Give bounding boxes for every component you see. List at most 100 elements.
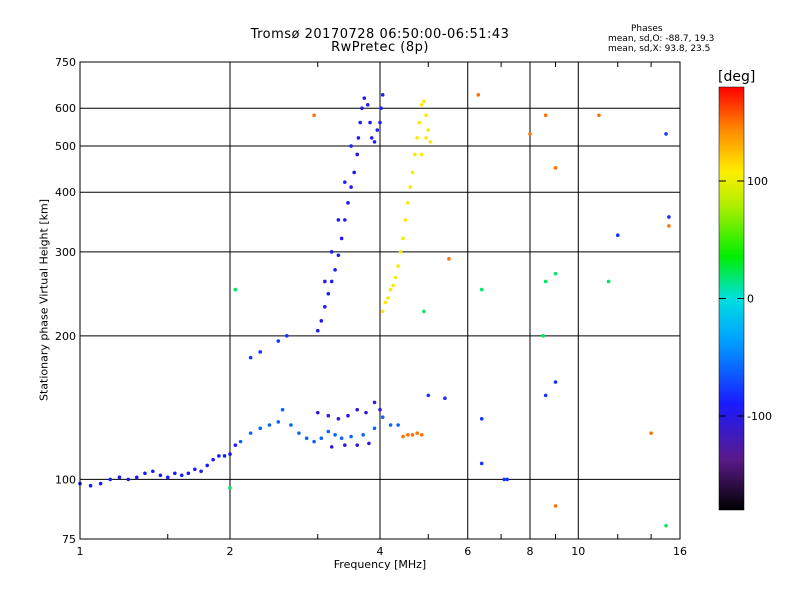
data-point (502, 477, 506, 482)
chart-subtitle: RwPretec (8p) (331, 40, 429, 55)
x-tick-label: 6 (464, 545, 471, 558)
axis-ticks: 1 2 4 6 8 10 16 75 100 200 300 400 500 600 750 (55, 56, 687, 558)
data-point (386, 296, 390, 300)
data-point (398, 250, 403, 254)
data-point (323, 305, 327, 309)
data-point (597, 113, 601, 118)
data-point (367, 441, 371, 446)
data-point (289, 423, 293, 427)
data-point (336, 253, 341, 258)
data-point (424, 136, 428, 140)
data-point (352, 170, 356, 175)
data-point (228, 452, 232, 456)
y-tick-label: 600 (55, 102, 76, 115)
data-point (319, 319, 324, 323)
data-point (479, 461, 484, 466)
x-tick-label: 1 (77, 545, 84, 558)
data-point (615, 233, 620, 238)
data-point (315, 328, 320, 333)
data-point (158, 473, 163, 478)
grid-lines (80, 62, 680, 539)
data-point (408, 185, 413, 189)
data-point (426, 393, 431, 398)
data-point (117, 475, 122, 480)
data-point (372, 400, 377, 405)
data-point (312, 113, 316, 118)
data-point (476, 93, 481, 97)
data-points (78, 93, 671, 528)
data-point (426, 128, 431, 132)
data-point (649, 431, 653, 435)
data-point (396, 264, 400, 268)
data-point (329, 250, 334, 254)
data-point (134, 475, 139, 480)
data-point (422, 309, 426, 314)
colorbar-tick-label: 100 (747, 175, 768, 188)
data-point (205, 463, 209, 468)
data-point (358, 120, 362, 125)
data-point (664, 132, 668, 136)
data-point (222, 454, 227, 458)
data-point (336, 416, 341, 421)
x-axis-label: Frequency [MHz] (333, 558, 427, 571)
y-tick-label: 200 (55, 330, 76, 343)
data-point (419, 152, 424, 157)
data-point (428, 140, 433, 144)
data-point (388, 287, 393, 292)
data-point (417, 120, 422, 125)
chart-title: Tromsø 20170728 06:50:00-06:51:43 (250, 27, 510, 42)
data-point (396, 423, 400, 427)
data-point (368, 120, 372, 125)
phase-box-title: Phases (631, 24, 663, 34)
data-point (339, 236, 344, 241)
data-point (108, 477, 113, 482)
data-point (415, 431, 419, 435)
data-point (541, 334, 545, 338)
data-point (369, 136, 374, 140)
data-point (336, 218, 341, 222)
data-point (419, 103, 424, 107)
x-tick-label: 10 (571, 545, 585, 558)
data-point (304, 436, 309, 441)
y-tick-label: 300 (55, 246, 76, 259)
data-point (372, 426, 377, 431)
data-point (276, 339, 281, 343)
data-point (406, 433, 410, 437)
data-point (349, 434, 353, 439)
data-point (217, 454, 221, 458)
data-point (346, 413, 350, 418)
data-point (228, 486, 232, 490)
data-point (346, 201, 350, 205)
y-tick-label: 75 (62, 533, 76, 546)
data-point (388, 423, 393, 427)
data-point (401, 236, 405, 241)
colorbar-tick-label: 0 (747, 293, 754, 306)
data-point (664, 523, 668, 528)
data-point (606, 279, 611, 284)
data-point (233, 287, 238, 292)
data-point (419, 433, 424, 437)
x-tick-label: 4 (377, 545, 384, 558)
data-point (349, 185, 353, 189)
data-point (355, 443, 359, 447)
data-point (193, 467, 197, 472)
data-point (383, 300, 388, 305)
data-point (378, 120, 382, 125)
data-point (415, 136, 419, 140)
data-point (248, 355, 253, 360)
data-point (379, 106, 383, 111)
data-point (479, 287, 484, 292)
data-point (406, 201, 410, 205)
data-point (365, 103, 370, 107)
data-point (356, 136, 361, 140)
y-tick-label: 100 (55, 473, 76, 486)
data-point (543, 113, 548, 118)
data-point (361, 433, 365, 437)
data-point (312, 439, 316, 444)
data-point (393, 275, 398, 280)
data-point (553, 504, 558, 508)
data-point (424, 113, 428, 118)
data-point (355, 407, 359, 412)
data-point (173, 471, 177, 476)
data-point (267, 423, 272, 427)
